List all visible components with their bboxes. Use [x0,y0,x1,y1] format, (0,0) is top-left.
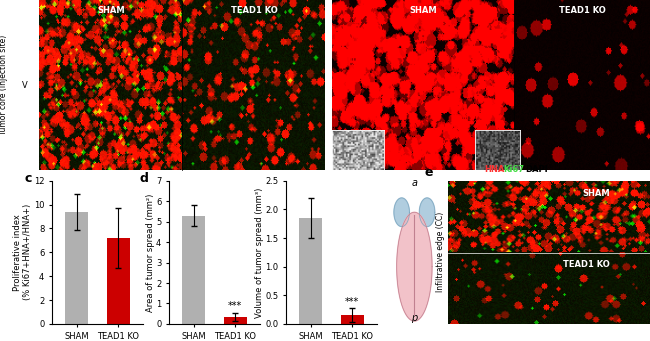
Bar [107,238,129,324]
Text: V: V [22,81,27,90]
Bar [66,212,88,324]
Bar [183,216,205,324]
Text: ***: *** [345,297,359,307]
Text: SHAM: SHAM [409,6,437,15]
Y-axis label: Proliferative index
(% Ki67+HNA+/HNA+): Proliferative index (% Ki67+HNA+/HNA+) [13,204,32,300]
Text: SHAM: SHAM [582,189,610,198]
Text: Infiltrative edge (CC): Infiltrative edge (CC) [436,212,445,293]
Polygon shape [419,198,435,226]
Text: e: e [424,166,433,179]
Text: ***: *** [228,301,242,311]
Text: c: c [25,172,32,185]
Text: DAPI: DAPI [525,165,548,174]
Bar [300,218,322,324]
Bar [341,315,363,324]
Text: Ki67: Ki67 [504,165,525,174]
Text: HNA: HNA [484,165,504,174]
Text: TEAD1 KO: TEAD1 KO [564,261,610,269]
Text: TEAD1 KO: TEAD1 KO [559,6,606,15]
Y-axis label: Volume of tumor spread (mm³): Volume of tumor spread (mm³) [255,187,264,317]
Text: TEAD1 KO: TEAD1 KO [231,6,278,15]
Text: a: a [411,178,417,188]
Text: d: d [140,172,149,185]
Text: SHAM: SHAM [97,6,125,15]
Bar [224,317,246,324]
Polygon shape [396,212,432,321]
Text: p: p [411,312,417,323]
Text: Tumor core (injection site): Tumor core (injection site) [0,35,8,135]
Polygon shape [394,198,410,226]
Y-axis label: Area of tumor spread (mm²): Area of tumor spread (mm²) [146,193,155,312]
